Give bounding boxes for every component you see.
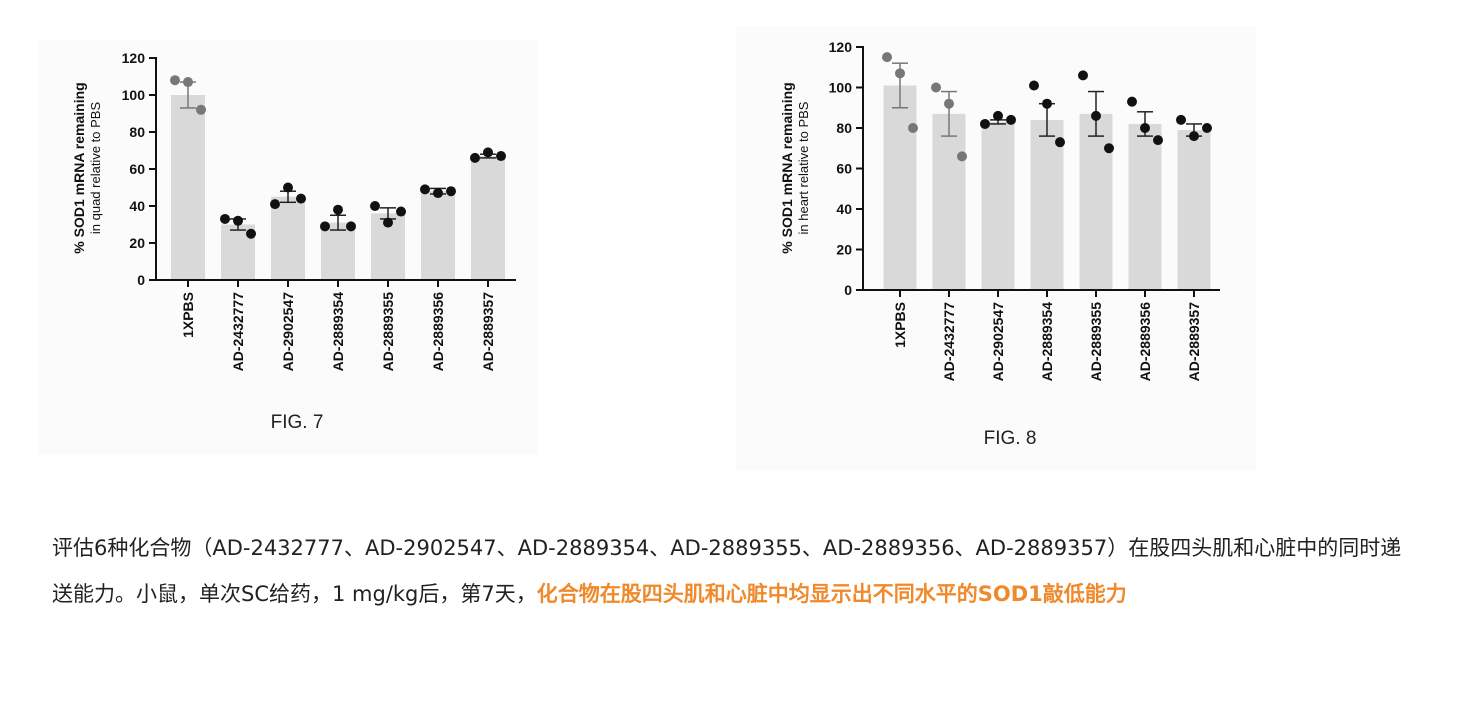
fig8-caption: FIG. 8 xyxy=(983,428,1037,449)
fig8-panel xyxy=(736,26,1256,471)
description-highlight: 化合物在股四头肌和心脏中均显示出不同水平的SOD1敲低能力 xyxy=(536,582,1127,606)
description-text: 评估6种化合物（AD-2432777、AD-2902547、AD-2889354… xyxy=(52,525,1422,617)
fig7-panel xyxy=(38,40,538,455)
description-normal: 评估6种化合物（AD-2432777、AD-2902547、AD-2889354… xyxy=(52,536,1402,606)
fig7-caption: FIG. 7 xyxy=(270,412,324,433)
